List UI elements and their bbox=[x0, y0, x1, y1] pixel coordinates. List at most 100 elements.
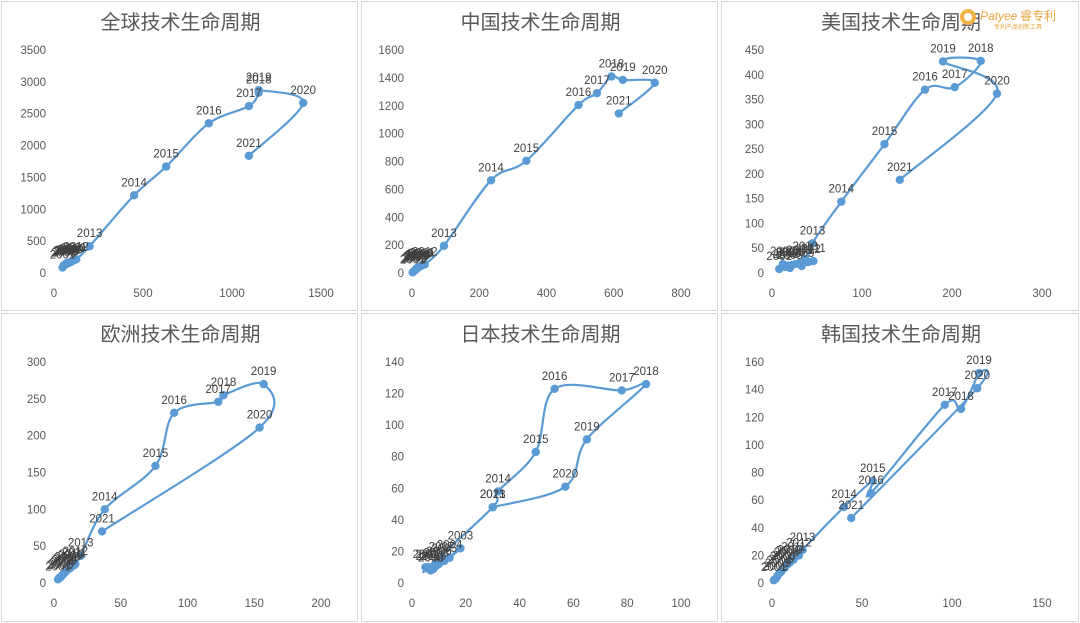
data-label: 2013 bbox=[800, 225, 826, 237]
series-line bbox=[61, 88, 305, 269]
chart-svg: 美国技术生命周期 0 50 100 150 200 250 300 350 400 450 0 100 2… bbox=[745, 10, 1052, 300]
data-point bbox=[76, 551, 85, 560]
y-tick-label: 1500 bbox=[20, 172, 46, 184]
data-label: 2008 bbox=[774, 547, 800, 559]
y-tick-label: 80 bbox=[751, 468, 764, 480]
x-tick-label: 150 bbox=[1032, 598, 1051, 610]
chart-title: 韩国技术生命周期 bbox=[821, 322, 981, 346]
x-tick-label: 100 bbox=[671, 598, 690, 610]
data-label: 2017 bbox=[942, 69, 968, 81]
y-tick-label: 250 bbox=[27, 394, 46, 406]
data-label: 2016 bbox=[196, 105, 222, 117]
data-label: 2019 bbox=[610, 62, 636, 74]
data-label: 2010 bbox=[777, 544, 803, 556]
data-label: 2020 bbox=[964, 370, 990, 382]
data-point bbox=[950, 82, 959, 92]
x-tick-label: 0 bbox=[51, 598, 57, 610]
data-point bbox=[129, 191, 139, 200]
y-tick-label: 800 bbox=[385, 157, 404, 169]
data-label: 2002 bbox=[401, 253, 427, 265]
y-tick-label: 150 bbox=[745, 194, 764, 206]
logo-text: Patyee bbox=[980, 9, 1018, 23]
data-label: 2015 bbox=[514, 143, 540, 155]
x-tick-label: 0 bbox=[409, 288, 415, 300]
data-point bbox=[72, 255, 81, 264]
data-label: 2013 bbox=[431, 228, 457, 240]
x-tick-label: 0 bbox=[409, 598, 415, 610]
x-tick-label: 100 bbox=[178, 598, 197, 610]
y-tick-label: 50 bbox=[751, 243, 764, 255]
chart-title: 欧洲技术生命周期 bbox=[101, 322, 261, 346]
data-point bbox=[437, 555, 446, 564]
data-point bbox=[423, 563, 433, 572]
chart-panel: 全球技术生命周期 0 500 1000 1500 2000 2500 3000 3500 0 500… bbox=[1, 1, 358, 311]
data-label: 2010 bbox=[59, 549, 85, 561]
data-point bbox=[837, 197, 846, 206]
y-tick-label: 1400 bbox=[378, 73, 404, 85]
data-label: 2014 bbox=[478, 162, 504, 174]
chart-svg: 全球技术生命周期 0 500 1000 1500 2000 2500 3000 3500 0 500… bbox=[20, 10, 334, 300]
data-label: 2019 bbox=[966, 355, 992, 367]
data-label: 2013 bbox=[77, 228, 103, 240]
data-label: 2003 bbox=[773, 249, 799, 261]
data-point bbox=[797, 261, 806, 271]
data-label: 2008 bbox=[786, 245, 812, 257]
data-label: 2015 bbox=[143, 448, 169, 460]
chart-title: 中国技术生命周期 bbox=[461, 10, 621, 34]
data-label: 2015 bbox=[153, 149, 179, 161]
y-tick-label: 0 bbox=[758, 268, 764, 280]
data-point bbox=[214, 397, 223, 406]
y-tick-label: 1000 bbox=[20, 204, 46, 216]
data-label: 2009 bbox=[58, 244, 84, 256]
y-tick-label: 40 bbox=[751, 523, 764, 535]
x-tick-label: 0 bbox=[769, 598, 775, 610]
data-label: 2011 bbox=[410, 247, 435, 259]
x-tick-label: 50 bbox=[856, 598, 869, 610]
data-point bbox=[992, 89, 1002, 98]
x-tick-label: 20 bbox=[459, 598, 472, 610]
y-tick-label: 200 bbox=[27, 431, 46, 443]
y-tick-label: 400 bbox=[385, 212, 404, 224]
x-tick-label: 1500 bbox=[308, 288, 334, 300]
data-point bbox=[803, 257, 813, 267]
y-tick-label: 100 bbox=[385, 420, 404, 432]
data-label: 2021 bbox=[887, 162, 913, 174]
x-tick-label: 150 bbox=[245, 598, 264, 610]
y-tick-label: 350 bbox=[745, 95, 764, 107]
y-tick-label: 200 bbox=[745, 169, 764, 181]
data-point bbox=[85, 242, 94, 251]
data-label: 2002 bbox=[47, 560, 73, 572]
data-label: 2013 bbox=[790, 532, 816, 544]
data-point bbox=[614, 109, 623, 118]
data-label: 2018 bbox=[633, 366, 659, 378]
data-point bbox=[531, 447, 540, 457]
data-point bbox=[255, 423, 264, 432]
y-tick-label: 0 bbox=[40, 268, 46, 280]
data-point bbox=[100, 505, 109, 514]
data-label: 2001 bbox=[50, 250, 76, 262]
data-label: 2007 bbox=[55, 245, 81, 257]
data-label: 2017 bbox=[584, 75, 610, 87]
chart-panel: 日本技术生命周期 0 20 40 60 80 100 120 140 0 20 40 60 80 100 20… bbox=[361, 313, 718, 622]
x-tick-label: 200 bbox=[942, 288, 961, 300]
y-tick-label: 1600 bbox=[378, 45, 404, 57]
data-label: 2012 bbox=[63, 241, 89, 253]
data-label: 2018 bbox=[246, 75, 272, 87]
chart-title: 美国技术生命周期 bbox=[821, 10, 981, 34]
data-point bbox=[259, 379, 268, 389]
data-label: 2004 bbox=[403, 252, 429, 264]
data-label: 2012 bbox=[415, 549, 441, 561]
data-label: 2003 bbox=[765, 558, 791, 570]
data-label: 2016 bbox=[858, 475, 884, 487]
y-tick-label: 120 bbox=[745, 412, 764, 424]
chart-svg: 欧洲技术生命周期 0 50 100 150 200 250 300 0 50 100 150 200 20… bbox=[27, 322, 331, 610]
data-point bbox=[204, 119, 214, 128]
data-label: 2005 bbox=[431, 543, 457, 555]
y-tick-label: 2500 bbox=[20, 109, 46, 121]
data-point bbox=[97, 527, 107, 536]
data-label: 2011 bbox=[62, 547, 87, 559]
x-tick-label: 40 bbox=[513, 598, 526, 610]
data-point bbox=[486, 176, 496, 185]
data-label: 2002 bbox=[763, 561, 789, 573]
